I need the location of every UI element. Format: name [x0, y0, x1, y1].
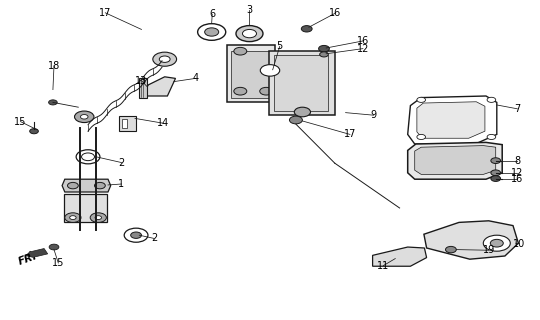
Circle shape	[260, 65, 280, 76]
Text: 9: 9	[370, 110, 377, 120]
Circle shape	[320, 52, 328, 57]
Circle shape	[236, 26, 263, 42]
Text: 18: 18	[48, 60, 60, 71]
Polygon shape	[62, 179, 111, 192]
Circle shape	[490, 239, 503, 247]
Circle shape	[483, 235, 510, 251]
Text: 17: 17	[99, 8, 111, 18]
Circle shape	[76, 150, 100, 164]
Circle shape	[30, 129, 38, 134]
Circle shape	[159, 56, 170, 62]
Text: 16: 16	[329, 8, 341, 19]
Text: 15: 15	[15, 116, 26, 127]
Bar	[119, 116, 136, 131]
Circle shape	[90, 213, 106, 222]
Text: 11: 11	[377, 260, 389, 271]
Circle shape	[82, 153, 94, 161]
Circle shape	[417, 97, 426, 102]
Circle shape	[65, 213, 81, 222]
Polygon shape	[373, 247, 427, 266]
Polygon shape	[408, 142, 502, 179]
Circle shape	[234, 87, 247, 95]
Text: 1: 1	[118, 179, 125, 189]
Circle shape	[491, 170, 501, 176]
FancyArrow shape	[26, 249, 48, 258]
Circle shape	[260, 87, 273, 95]
Circle shape	[294, 107, 310, 117]
Text: 2: 2	[151, 233, 157, 244]
Circle shape	[491, 158, 501, 164]
Circle shape	[49, 244, 59, 250]
Text: 13: 13	[136, 76, 147, 86]
Circle shape	[446, 246, 456, 253]
Polygon shape	[227, 45, 275, 102]
Text: 3: 3	[246, 5, 253, 15]
Polygon shape	[417, 102, 485, 138]
Polygon shape	[424, 221, 518, 259]
Circle shape	[234, 47, 247, 55]
Bar	[231, 51, 270, 98]
Polygon shape	[269, 51, 335, 115]
Circle shape	[319, 45, 329, 52]
Circle shape	[95, 216, 102, 220]
Text: 2: 2	[118, 157, 125, 168]
Circle shape	[198, 24, 226, 40]
Text: 16: 16	[511, 173, 523, 184]
Polygon shape	[140, 77, 176, 96]
Bar	[122, 119, 127, 128]
Text: 6: 6	[209, 9, 215, 20]
Text: 5: 5	[276, 41, 283, 52]
Text: 8: 8	[514, 156, 521, 166]
Text: 4: 4	[192, 73, 199, 84]
Circle shape	[70, 216, 76, 220]
Circle shape	[94, 182, 105, 189]
Circle shape	[80, 115, 88, 119]
Text: 7: 7	[514, 104, 521, 114]
Circle shape	[242, 29, 256, 38]
Text: 10: 10	[514, 239, 525, 249]
Circle shape	[68, 182, 78, 189]
Bar	[274, 55, 328, 111]
Text: 12: 12	[357, 44, 369, 54]
Polygon shape	[408, 96, 497, 144]
Circle shape	[417, 134, 426, 140]
Text: 14: 14	[157, 118, 169, 128]
Circle shape	[487, 97, 496, 102]
Text: 16: 16	[357, 36, 369, 46]
Polygon shape	[415, 146, 496, 174]
Circle shape	[49, 100, 57, 105]
Circle shape	[153, 52, 177, 66]
Circle shape	[491, 176, 501, 181]
Text: 19: 19	[483, 245, 495, 255]
Circle shape	[124, 228, 148, 242]
Text: 12: 12	[511, 168, 523, 178]
Circle shape	[131, 232, 141, 238]
Circle shape	[301, 26, 312, 32]
Circle shape	[289, 116, 302, 124]
Text: FR.: FR.	[17, 251, 39, 267]
Circle shape	[75, 111, 94, 123]
Circle shape	[205, 28, 219, 36]
Text: 15: 15	[52, 258, 64, 268]
Polygon shape	[64, 194, 107, 222]
Text: 17: 17	[344, 129, 356, 140]
Polygon shape	[139, 78, 147, 98]
Circle shape	[487, 134, 496, 140]
